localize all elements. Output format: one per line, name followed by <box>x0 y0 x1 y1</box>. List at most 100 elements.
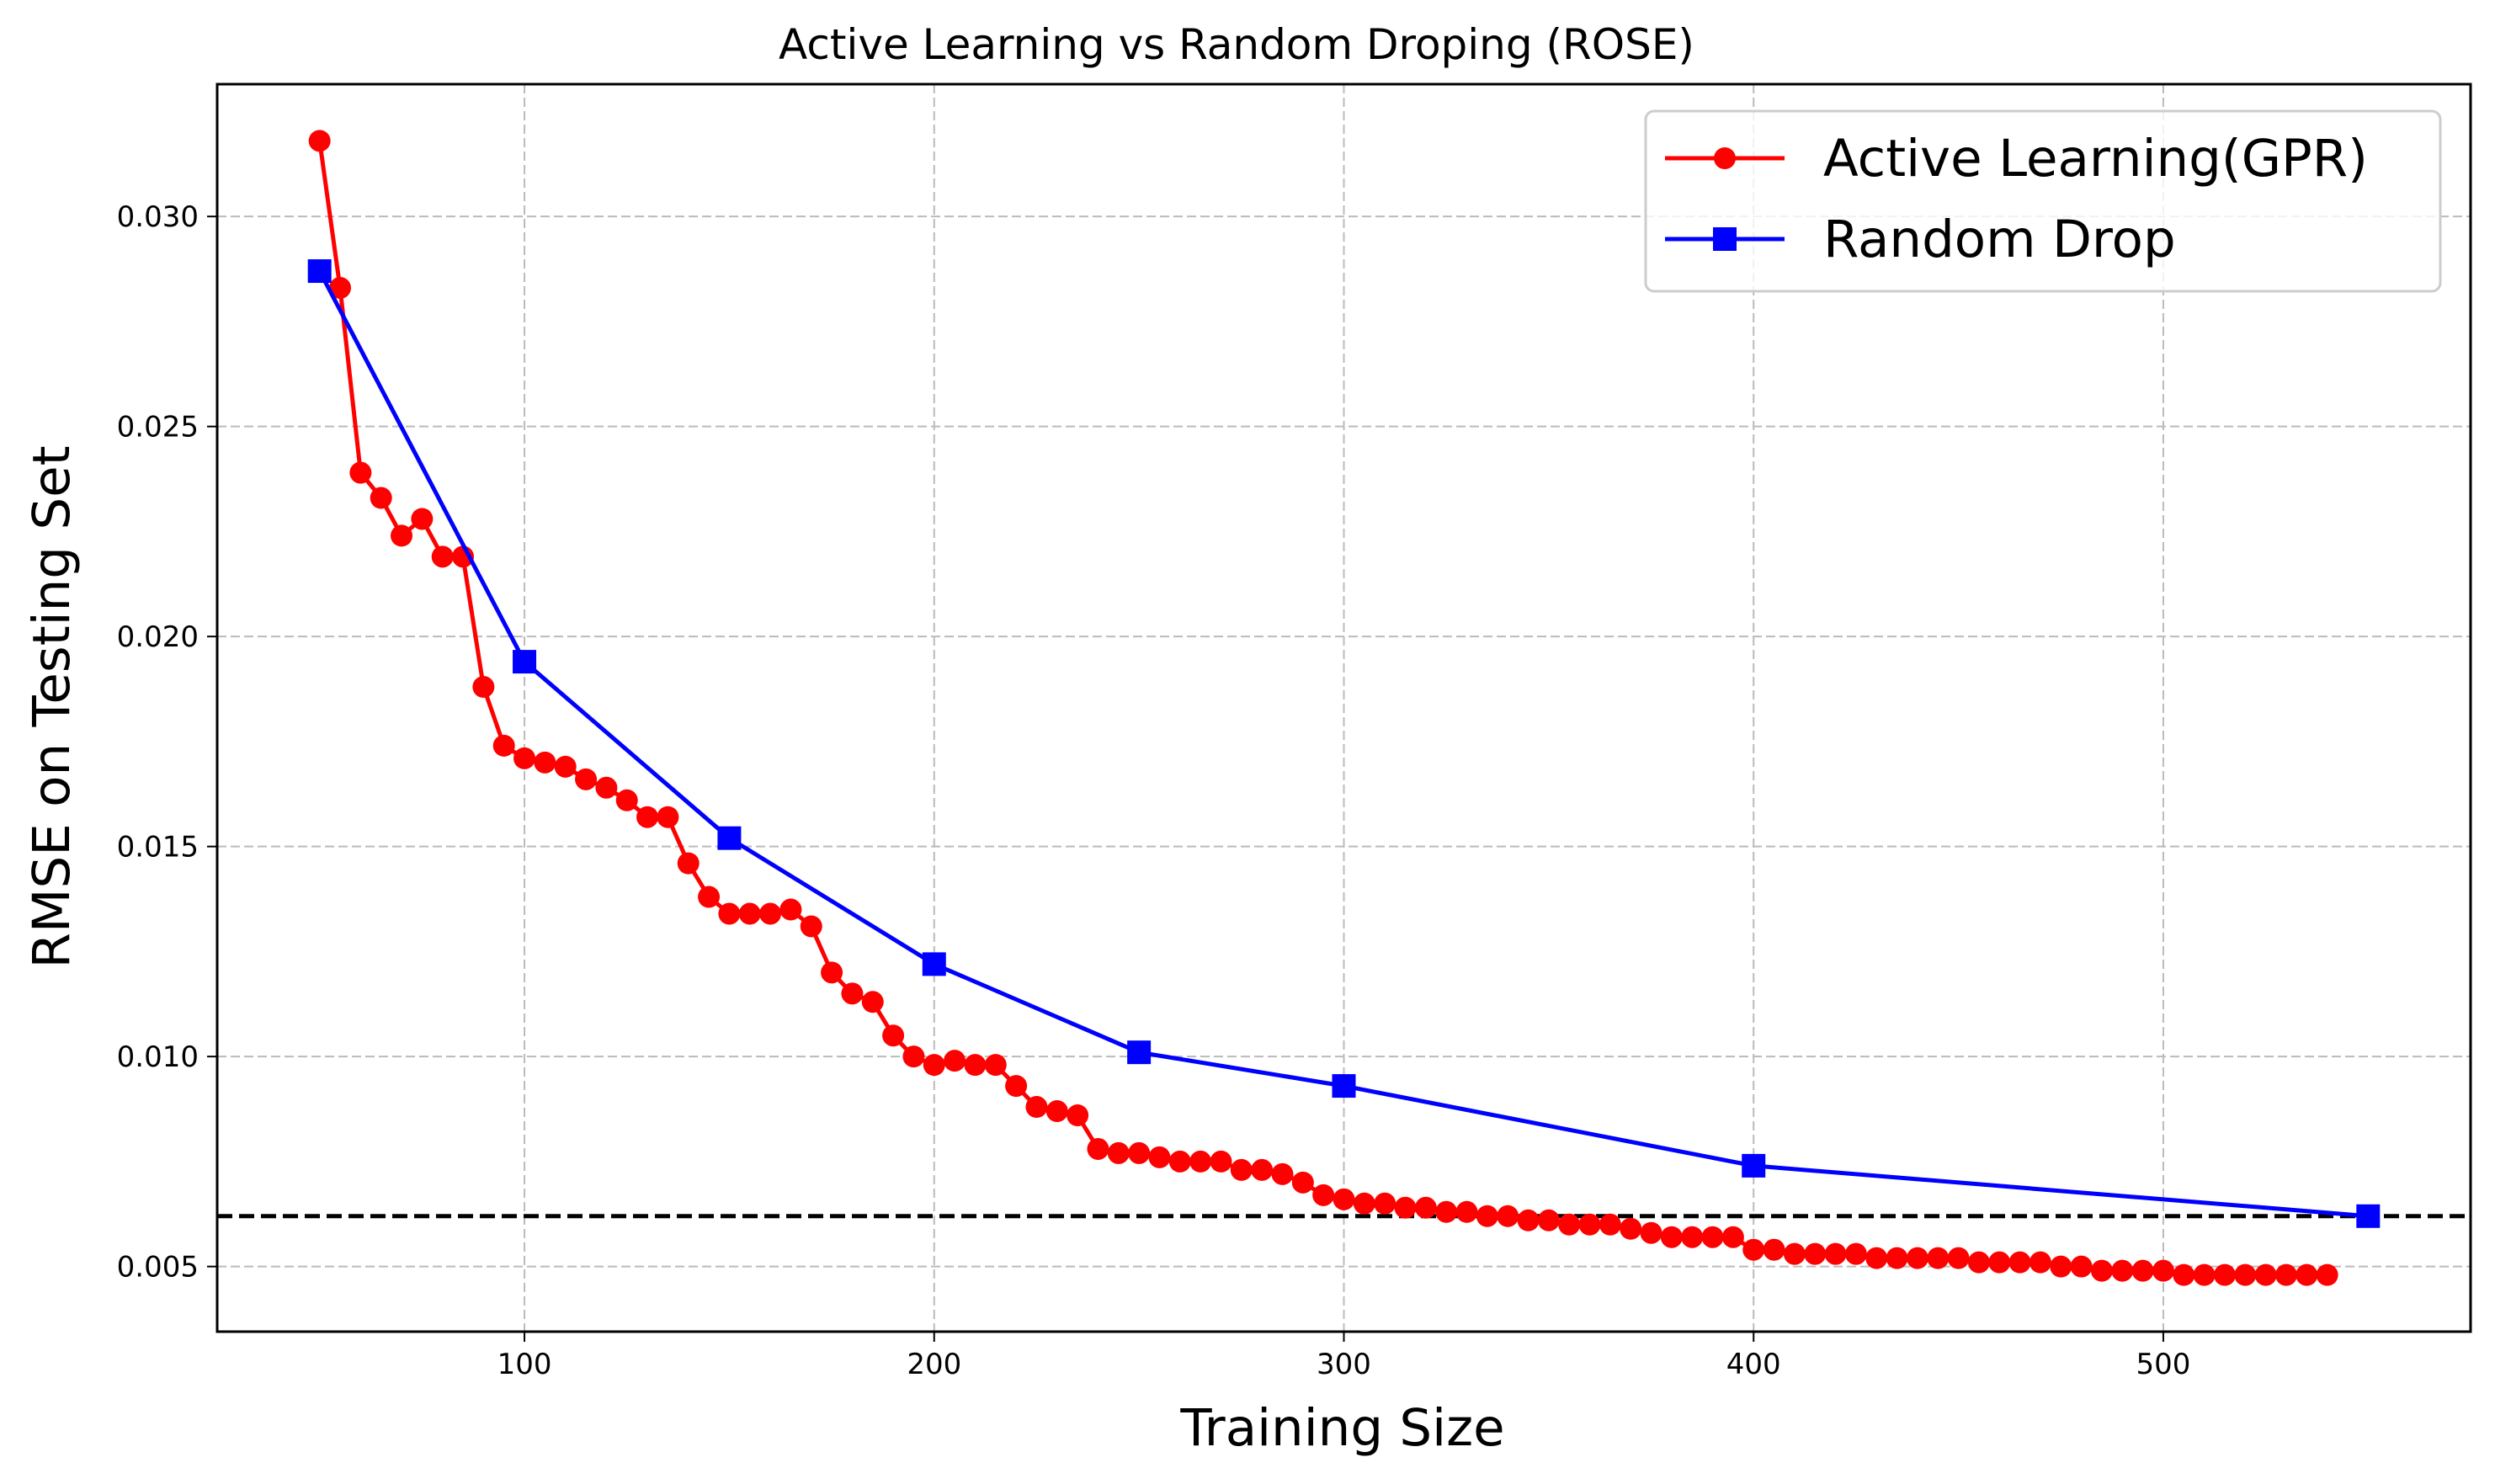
data-point <box>1517 1209 1540 1231</box>
data-point <box>1435 1200 1458 1223</box>
data-point <box>1230 1158 1253 1181</box>
data-point <box>1906 1247 1928 1269</box>
y-tick-label: 0.025 <box>117 411 199 444</box>
y-tick-label: 0.020 <box>117 620 199 654</box>
x-axis-label: Training Size <box>1179 1398 1504 1458</box>
data-point <box>513 650 537 674</box>
data-point <box>1210 1150 1232 1173</box>
data-point <box>718 902 741 925</box>
data-point <box>1927 1247 1950 1269</box>
data-point <box>1045 1100 1068 1123</box>
data-point <box>964 1054 987 1077</box>
data-point <box>1271 1162 1294 1185</box>
data-point <box>1087 1137 1109 1160</box>
data-point <box>1578 1213 1601 1236</box>
data-point <box>1127 1040 1152 1065</box>
y-tick-label: 0.015 <box>117 831 199 864</box>
legend-marker-active-learning <box>1714 147 1736 169</box>
data-point <box>1824 1242 1847 1265</box>
data-point <box>534 751 556 774</box>
data-point <box>759 902 782 925</box>
data-point <box>1168 1150 1191 1173</box>
data-point <box>1332 1074 1356 1098</box>
data-point <box>2193 1263 2216 1286</box>
data-point <box>882 1024 905 1047</box>
data-point <box>492 734 515 757</box>
data-point <box>411 508 434 530</box>
data-point <box>2356 1204 2381 1228</box>
data-point <box>636 806 659 828</box>
data-point <box>1312 1183 1335 1206</box>
x-tick-label: 400 <box>1726 1348 1781 1381</box>
data-point <box>349 461 372 484</box>
data-point <box>1742 1153 1766 1178</box>
data-point <box>1374 1192 1396 1215</box>
legend-label-active-learning: Active Learning(GPR) <box>1823 129 2368 189</box>
data-point <box>1783 1242 1806 1265</box>
data-point <box>2296 1263 2318 1286</box>
data-point <box>922 952 946 976</box>
data-point <box>2090 1259 2113 1282</box>
data-point <box>2131 1259 2154 1282</box>
y-tick-label: 0.030 <box>117 200 199 234</box>
data-point <box>2234 1263 2257 1286</box>
data-point <box>595 776 618 799</box>
data-point <box>1640 1221 1662 1244</box>
data-point <box>2070 1255 2093 1278</box>
data-point <box>1476 1205 1498 1227</box>
data-point <box>307 259 332 284</box>
data-point <box>1107 1141 1130 1164</box>
data-point <box>1886 1247 1908 1269</box>
data-point <box>2050 1255 2072 1278</box>
data-point <box>2008 1251 2031 1274</box>
data-point <box>1333 1188 1355 1210</box>
series-active-learning <box>308 130 2338 1286</box>
legend-label-random-drop: Random Drop <box>1823 210 2176 269</box>
data-point <box>1414 1196 1437 1219</box>
legend-marker-random-drop <box>1713 227 1737 251</box>
data-point <box>841 982 864 1005</box>
data-point <box>2173 1263 2195 1286</box>
data-point <box>1497 1205 1519 1227</box>
data-point <box>1455 1200 1478 1223</box>
data-point <box>1721 1226 1744 1248</box>
data-point <box>1128 1141 1151 1164</box>
data-point <box>1701 1226 1724 1248</box>
data-point <box>717 826 742 850</box>
data-point <box>779 898 802 921</box>
data-point <box>1599 1213 1621 1236</box>
data-point <box>800 915 822 938</box>
series-line <box>317 269 2369 1219</box>
data-point <box>1865 1247 1888 1269</box>
data-point <box>1804 1242 1827 1265</box>
data-point <box>1558 1213 1581 1236</box>
data-point <box>2274 1263 2297 1286</box>
data-point <box>1763 1238 1785 1261</box>
data-point <box>1988 1251 2011 1274</box>
data-point <box>1537 1209 1560 1231</box>
data-point <box>1251 1158 1274 1181</box>
data-point <box>391 524 413 547</box>
ticks: 100 200 300 400 500 0.005 0.010 0.015 0.020 0.025… <box>117 200 2191 1381</box>
data-point <box>615 789 638 811</box>
data-point <box>1660 1226 1683 1248</box>
data-point <box>513 747 536 769</box>
data-point <box>1742 1238 1765 1261</box>
y-tick-label: 0.010 <box>117 1040 199 1074</box>
data-point <box>923 1054 945 1077</box>
data-point <box>308 130 331 152</box>
data-point <box>2029 1251 2051 1274</box>
data-point <box>902 1045 925 1068</box>
data-point <box>1005 1075 1028 1098</box>
data-point <box>1353 1192 1375 1215</box>
data-point <box>1394 1196 1417 1219</box>
y-axis-label: RMSE on Testing Set <box>22 445 82 968</box>
data-point <box>1947 1247 1970 1269</box>
data-point <box>2111 1259 2134 1282</box>
data-point <box>2316 1263 2338 1286</box>
series-layer <box>307 130 2381 1286</box>
data-point <box>1967 1251 1990 1274</box>
data-point <box>1681 1226 1704 1248</box>
